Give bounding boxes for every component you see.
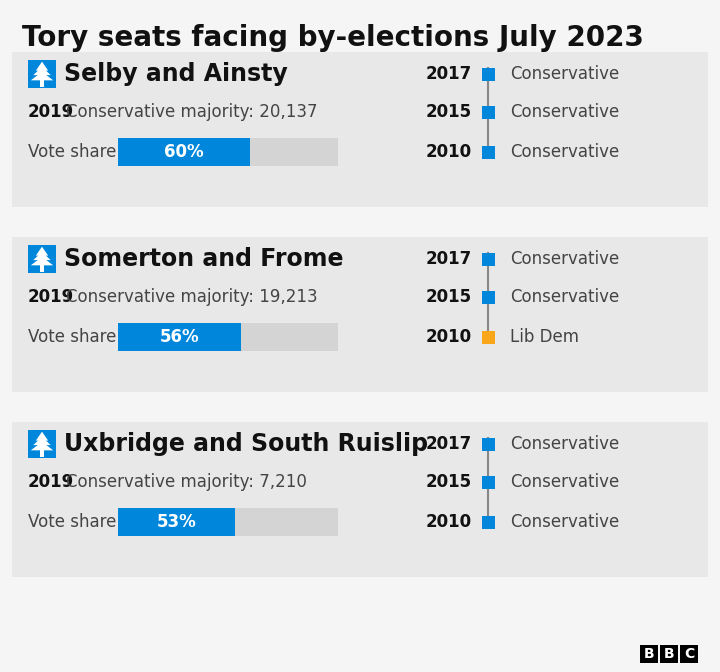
Text: B: B (644, 647, 654, 661)
Text: 2017: 2017 (426, 435, 472, 453)
Text: 2015: 2015 (426, 288, 472, 306)
Text: 56%: 56% (160, 328, 199, 346)
FancyBboxPatch shape (482, 515, 495, 528)
FancyBboxPatch shape (12, 422, 708, 577)
FancyBboxPatch shape (28, 60, 56, 88)
Text: Conservative: Conservative (510, 288, 619, 306)
Text: Conservative majority: 20,137: Conservative majority: 20,137 (66, 103, 318, 121)
Polygon shape (36, 62, 48, 71)
Text: 2015: 2015 (426, 473, 472, 491)
Text: 2019: 2019 (28, 103, 74, 121)
Polygon shape (33, 437, 50, 445)
Text: Conservative: Conservative (510, 103, 619, 121)
FancyBboxPatch shape (482, 331, 495, 343)
FancyBboxPatch shape (660, 645, 678, 663)
FancyBboxPatch shape (118, 138, 338, 166)
Text: Lib Dem: Lib Dem (510, 328, 579, 346)
Text: 2015: 2015 (426, 103, 472, 121)
FancyBboxPatch shape (28, 430, 56, 458)
Text: 2019: 2019 (28, 473, 74, 491)
Text: Conservative: Conservative (510, 143, 619, 161)
Text: Conservative: Conservative (510, 65, 619, 83)
FancyBboxPatch shape (12, 237, 708, 392)
FancyBboxPatch shape (12, 52, 708, 207)
FancyBboxPatch shape (118, 508, 338, 536)
Text: Tory seats facing by-elections July 2023: Tory seats facing by-elections July 2023 (22, 24, 644, 52)
Polygon shape (31, 257, 53, 265)
Text: 2017: 2017 (426, 250, 472, 268)
Polygon shape (36, 431, 48, 441)
Text: Conservative: Conservative (510, 435, 619, 453)
Bar (40, 265, 44, 271)
Text: 2010: 2010 (426, 143, 472, 161)
Polygon shape (31, 72, 53, 81)
Polygon shape (33, 252, 50, 260)
Text: Selby and Ainsty: Selby and Ainsty (64, 62, 288, 86)
FancyBboxPatch shape (482, 290, 495, 304)
Text: C: C (684, 647, 694, 661)
Text: Conservative majority: 7,210: Conservative majority: 7,210 (66, 473, 307, 491)
Text: Vote share:: Vote share: (28, 143, 122, 161)
FancyBboxPatch shape (482, 67, 495, 81)
Bar (40, 81, 44, 87)
Text: 2010: 2010 (426, 328, 472, 346)
Polygon shape (36, 247, 48, 255)
FancyBboxPatch shape (118, 323, 241, 351)
Polygon shape (33, 67, 50, 75)
FancyBboxPatch shape (640, 645, 658, 663)
Text: Conservative: Conservative (510, 250, 619, 268)
Bar (40, 450, 44, 456)
FancyBboxPatch shape (482, 476, 495, 489)
Text: 60%: 60% (164, 143, 204, 161)
FancyBboxPatch shape (482, 146, 495, 159)
Text: Conservative: Conservative (510, 473, 619, 491)
Polygon shape (31, 442, 53, 450)
Text: Conservative majority: 19,213: Conservative majority: 19,213 (66, 288, 318, 306)
Text: Vote share:: Vote share: (28, 328, 122, 346)
FancyBboxPatch shape (680, 645, 698, 663)
Text: B: B (664, 647, 675, 661)
FancyBboxPatch shape (118, 323, 338, 351)
Text: 2019: 2019 (28, 288, 74, 306)
Text: 53%: 53% (156, 513, 196, 531)
Text: 2010: 2010 (426, 513, 472, 531)
Text: Uxbridge and South Ruislip: Uxbridge and South Ruislip (64, 432, 428, 456)
Text: Conservative: Conservative (510, 513, 619, 531)
FancyBboxPatch shape (118, 138, 250, 166)
Text: Somerton and Frome: Somerton and Frome (64, 247, 343, 271)
FancyBboxPatch shape (482, 253, 495, 265)
FancyBboxPatch shape (482, 437, 495, 450)
Text: 2017: 2017 (426, 65, 472, 83)
FancyBboxPatch shape (482, 106, 495, 118)
FancyBboxPatch shape (118, 508, 235, 536)
Text: Vote share:: Vote share: (28, 513, 122, 531)
FancyBboxPatch shape (28, 245, 56, 273)
